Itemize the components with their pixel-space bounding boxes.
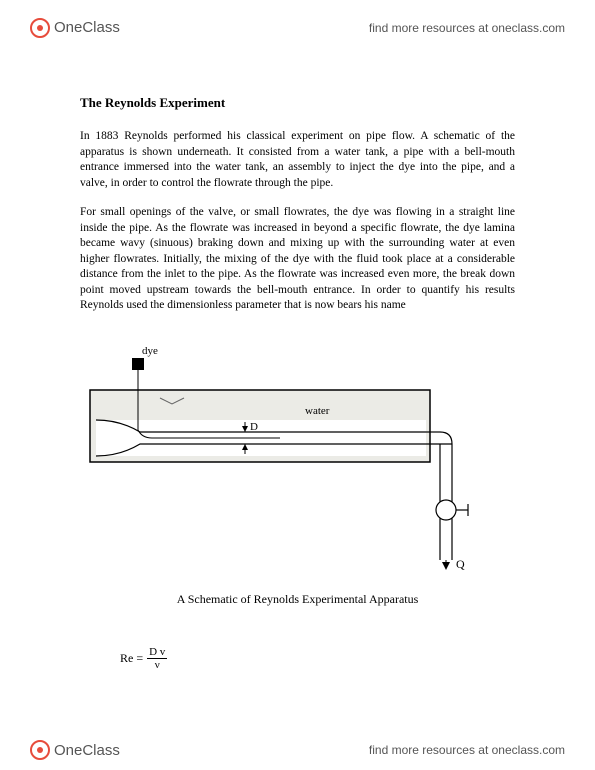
formula-fraction: D v ν xyxy=(147,647,167,671)
reynolds-formula: Re = D v ν xyxy=(120,647,515,671)
formula-denominator: ν xyxy=(155,659,160,671)
logo-icon xyxy=(30,740,50,760)
page-header: OneClass find more resources at oneclass… xyxy=(0,0,595,45)
apparatus-diagram: dye water D xyxy=(80,342,515,572)
valve-icon xyxy=(436,500,456,520)
formula-numerator: D v xyxy=(147,647,167,659)
formula-lhs: Re = xyxy=(120,651,143,666)
dye-reservoir xyxy=(132,358,144,370)
d-label: D xyxy=(250,421,258,433)
brand-logo-footer[interactable]: OneClass xyxy=(30,740,120,760)
document-content: The Reynolds Experiment In 1883 Reynolds… xyxy=(0,45,595,671)
resources-link-bottom[interactable]: find more resources at oneclass.com xyxy=(369,743,565,757)
resources-link-top[interactable]: find more resources at oneclass.com xyxy=(369,21,565,35)
paragraph-1: In 1883 Reynolds performed his classical… xyxy=(80,129,515,191)
brand-logo[interactable]: OneClass xyxy=(30,18,120,38)
brand-name: OneClass xyxy=(54,742,120,759)
dye-label: dye xyxy=(142,345,158,357)
page-footer: OneClass find more resources at oneclass… xyxy=(0,740,595,760)
document-title: The Reynolds Experiment xyxy=(80,95,515,111)
paragraph-2: For small openings of the valve, or smal… xyxy=(80,205,515,314)
brand-name: OneClass xyxy=(54,19,120,36)
diagram-caption: A Schematic of Reynolds Experimental App… xyxy=(80,592,515,607)
water-label: water xyxy=(305,405,330,417)
flow-arrow-icon xyxy=(442,562,450,570)
q-label: Q xyxy=(456,557,465,571)
logo-icon xyxy=(30,18,50,38)
